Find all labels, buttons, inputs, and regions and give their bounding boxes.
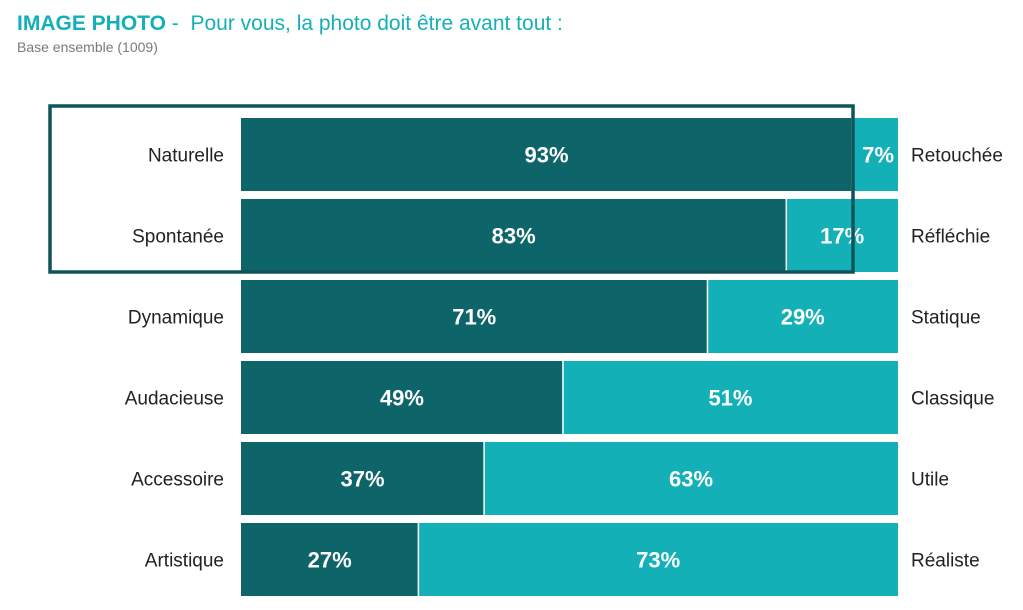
bars-group <box>241 118 898 596</box>
title-bold: IMAGE PHOTO <box>17 12 166 35</box>
category-label-right: Statique <box>911 308 981 329</box>
title-question: Pour vous, la photo doit être avant tout… <box>190 12 563 35</box>
highlight-frame <box>48 104 855 274</box>
category-label-left: Accessoire <box>131 470 224 491</box>
bar-left-segment <box>241 442 485 515</box>
data-label-left: 83% <box>492 224 536 249</box>
category-label-left: Audacieuse <box>125 389 224 410</box>
labels-group: 93% 7% Naturelle Retouchée 83% 17% Spontanée Ré… <box>125 143 1003 573</box>
category-label-right: Réaliste <box>911 551 980 572</box>
chart-title: IMAGE PHOTO - Pour vous, la photo doit ê… <box>17 12 563 36</box>
data-label-right: 51% <box>708 386 752 411</box>
category-label-right: Utile <box>911 470 949 491</box>
bar-left-segment <box>241 280 708 353</box>
category-label-left: Spontanée <box>132 227 224 248</box>
data-label-left: 93% <box>524 143 568 168</box>
data-label-right: 29% <box>781 305 825 330</box>
category-label-left: Dynamique <box>128 308 224 329</box>
bar-right-segment <box>418 523 898 596</box>
bar-right-segment <box>484 442 898 515</box>
bar-left-segment <box>241 523 419 596</box>
bar-left-segment <box>241 199 787 272</box>
category-label-right: Réfléchie <box>911 227 990 248</box>
bar-right-segment <box>786 199 898 272</box>
data-label-right: 17% <box>820 224 864 249</box>
category-label-right: Retouchée <box>911 146 1003 167</box>
data-label-right: 7% <box>862 143 894 168</box>
category-label-left: Artistique <box>145 551 224 572</box>
bar-right-segment <box>707 280 898 353</box>
data-label-left: 37% <box>341 467 385 492</box>
data-label-right: 63% <box>669 467 713 492</box>
bar-right-segment <box>852 118 898 191</box>
data-label-left: 71% <box>452 305 496 330</box>
data-label-left: 49% <box>380 386 424 411</box>
category-label-right: Classique <box>911 389 994 410</box>
category-label-left: Naturelle <box>148 146 224 167</box>
title-separator: - <box>165 12 191 35</box>
data-label-left: 27% <box>308 548 352 573</box>
data-label-right: 73% <box>636 548 680 573</box>
bar-left-segment <box>241 361 563 434</box>
bar-right-segment <box>562 361 898 434</box>
bar-left-segment <box>241 118 853 191</box>
chart-subtitle: Base ensemble (1009) <box>17 39 158 55</box>
